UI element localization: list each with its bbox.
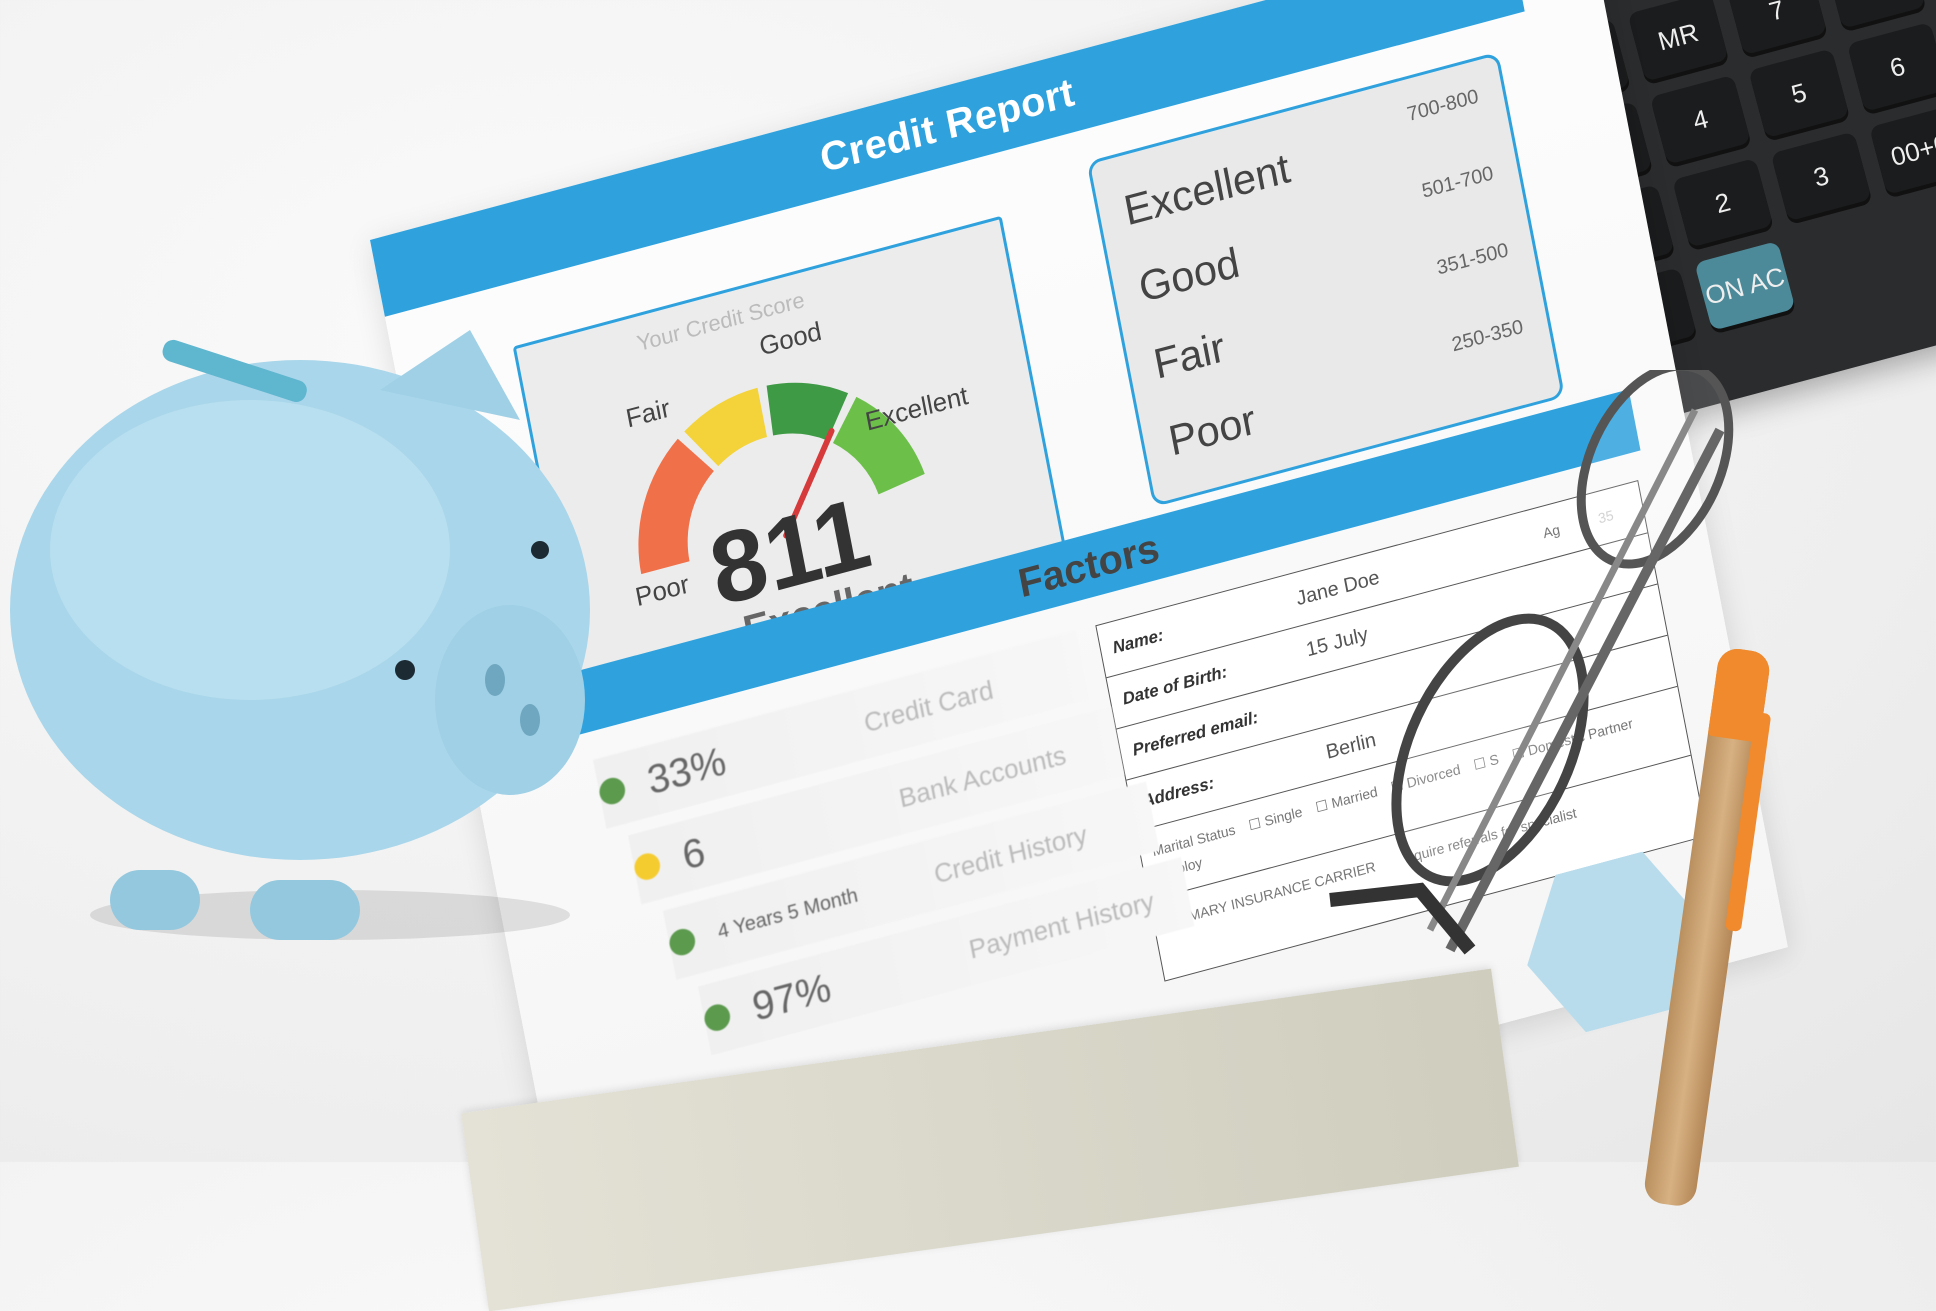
gauge-segment-fair bbox=[684, 387, 768, 467]
range-value: 501-700 bbox=[1420, 162, 1496, 203]
range-value: 351-500 bbox=[1435, 238, 1511, 280]
piggy-bank bbox=[10, 330, 590, 940]
factor-label: Credit History bbox=[931, 818, 1090, 889]
gauge-label: Poor bbox=[633, 568, 692, 612]
gauge-segment-excellent bbox=[832, 396, 925, 495]
calculator-key: 4 bbox=[1649, 74, 1751, 165]
calculator-key: 3 bbox=[1770, 131, 1872, 222]
score-gauge: Poor Fair Good Excellent bbox=[623, 316, 971, 613]
gauge-needle bbox=[783, 428, 835, 539]
calculator-key: MR bbox=[1627, 0, 1729, 82]
factor-label: Bank Accounts bbox=[896, 739, 1069, 814]
calculator-key: 8 bbox=[1824, 0, 1926, 29]
calculator-key: 00+0 bbox=[1869, 105, 1936, 195]
marital-option-label: Single bbox=[1262, 802, 1304, 829]
range-value: 250-350 bbox=[1449, 315, 1526, 357]
range-label: Fair bbox=[1149, 322, 1229, 388]
status-dot bbox=[702, 1001, 733, 1034]
factor-label: Payment History bbox=[966, 885, 1157, 965]
gauge-label: Excellent bbox=[863, 380, 971, 437]
marital-option-checkbox: ☐ Single bbox=[1247, 802, 1304, 833]
range-label: Poor bbox=[1164, 395, 1260, 465]
credit-score-panel: Your Credit Score Poor Fair Good Excellent … bbox=[512, 215, 1074, 717]
gauge-label: Fair bbox=[623, 392, 672, 433]
range-value: 700-800 bbox=[1405, 85, 1481, 127]
status-dot bbox=[667, 925, 698, 959]
credit-report-document: Credit Report Your Credit Score Poor Fair… bbox=[370, 0, 1788, 1274]
gauge-segment-poor bbox=[638, 438, 714, 575]
calculator-key: 5 bbox=[1748, 48, 1850, 139]
gauge-label: Good bbox=[757, 316, 824, 362]
calculator-key: 2 bbox=[1672, 157, 1774, 248]
range-label: Good bbox=[1134, 238, 1244, 312]
status-dot bbox=[632, 850, 663, 883]
calculator-key: 6 bbox=[1846, 21, 1936, 112]
gauge-segment-good bbox=[766, 382, 849, 441]
marital-label: Marital Status bbox=[1150, 821, 1237, 860]
factor-value: 4 Years 5 Month bbox=[715, 883, 860, 943]
eyeglasses bbox=[1329, 370, 1734, 955]
calculator-key: ON AC bbox=[1694, 240, 1796, 331]
factor-label: Credit Card bbox=[861, 673, 996, 738]
calculator-key: 7 bbox=[1726, 0, 1828, 56]
